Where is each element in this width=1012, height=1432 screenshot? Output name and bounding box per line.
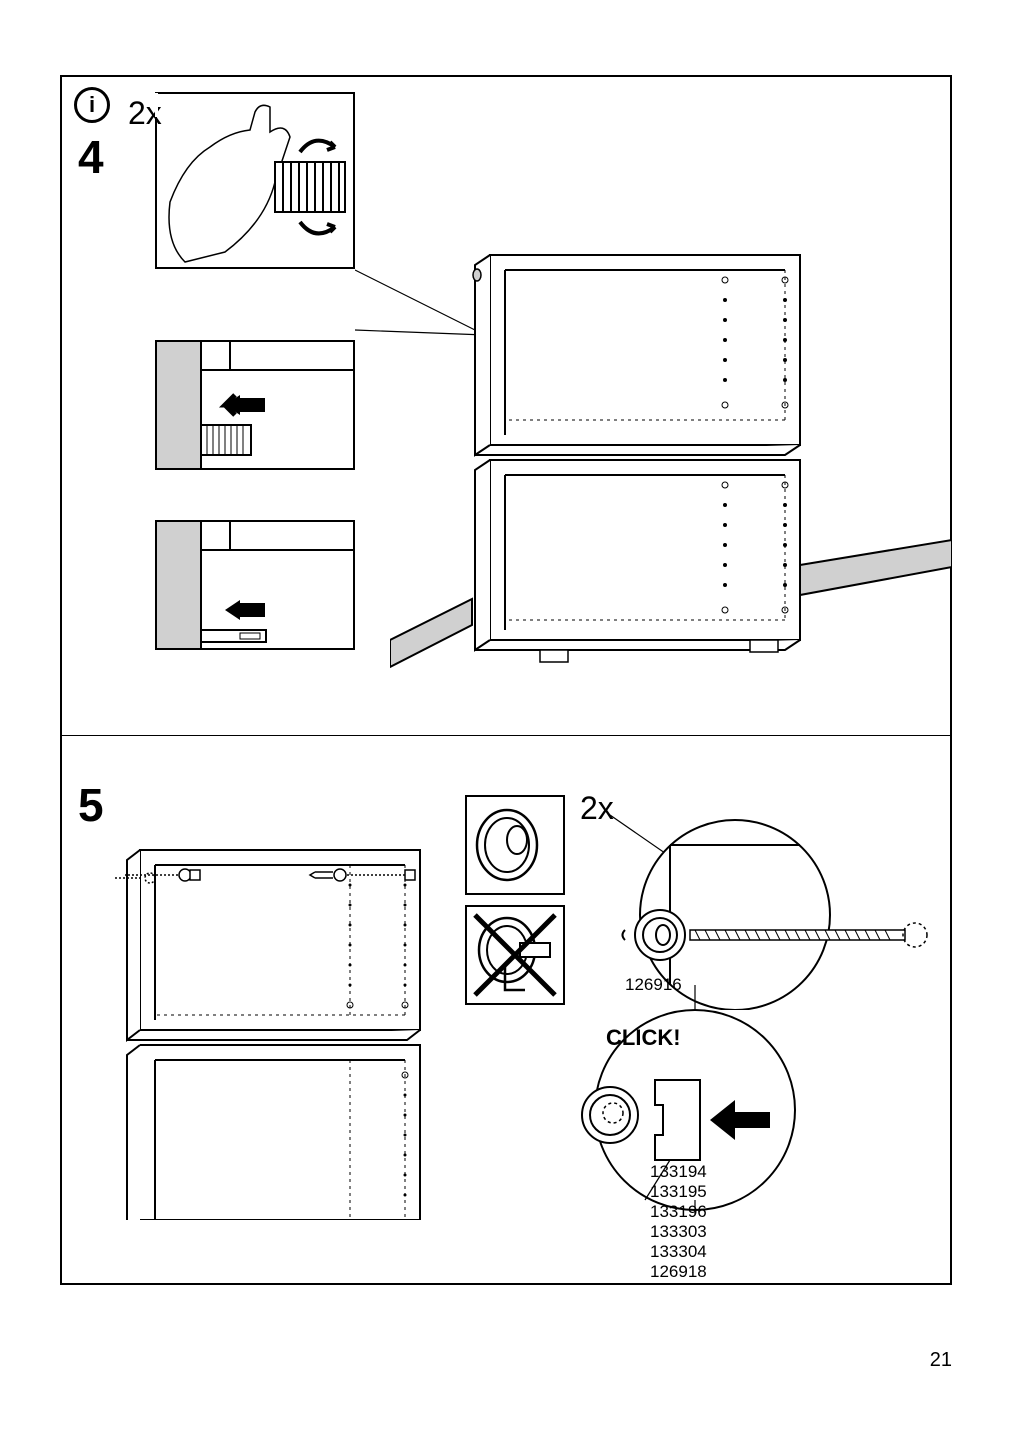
step5-cabinet xyxy=(115,820,445,1220)
step4-detail-2 xyxy=(155,520,355,650)
step-5-number: 5 xyxy=(78,778,104,832)
cap-part-2: 133196 xyxy=(650,1202,707,1222)
info-icon: i xyxy=(74,87,110,123)
step5-magnifier-screw xyxy=(565,800,955,1010)
cap-part-0: 133194 xyxy=(650,1162,707,1182)
step5-correct-tool xyxy=(465,795,565,895)
cap-part-1: 133195 xyxy=(650,1182,707,1202)
click-label: CLICK! xyxy=(606,1025,681,1051)
step4-hand-fastener xyxy=(155,92,355,282)
page-number: 21 xyxy=(930,1349,952,1372)
cap-part-5: 126918 xyxy=(650,1262,707,1282)
cap-part-4: 133304 xyxy=(650,1242,707,1262)
info-letter: i xyxy=(89,92,95,118)
step-divider xyxy=(62,735,950,736)
step-4-number: 4 xyxy=(78,130,104,184)
step4-stacked-units xyxy=(390,245,952,675)
step4-detail-1 xyxy=(155,340,355,470)
cap-part-3: 133303 xyxy=(650,1222,707,1242)
